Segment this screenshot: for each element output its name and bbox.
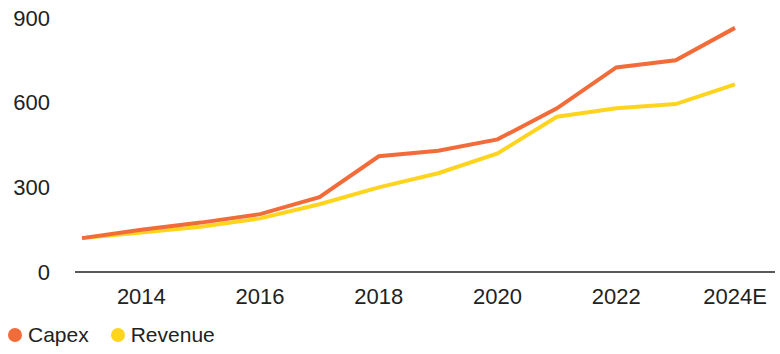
svg-text:2018: 2018 <box>354 284 403 309</box>
svg-text:300: 300 <box>13 175 50 200</box>
html-text:Capex: Capex <box>28 323 89 346</box>
svg-text:2014: 2014 <box>117 284 166 309</box>
svg-text:2020: 2020 <box>473 284 522 309</box>
svg-text:2016: 2016 <box>236 284 285 309</box>
html-text:Revenue: Revenue <box>130 323 215 346</box>
svg-text:0: 0 <box>38 260 50 285</box>
svg-text:600: 600 <box>13 90 50 115</box>
svg-text:900: 900 <box>13 6 50 31</box>
svg-text:2022: 2022 <box>592 284 641 309</box>
svg-text:2024E: 2024E <box>703 284 767 309</box>
